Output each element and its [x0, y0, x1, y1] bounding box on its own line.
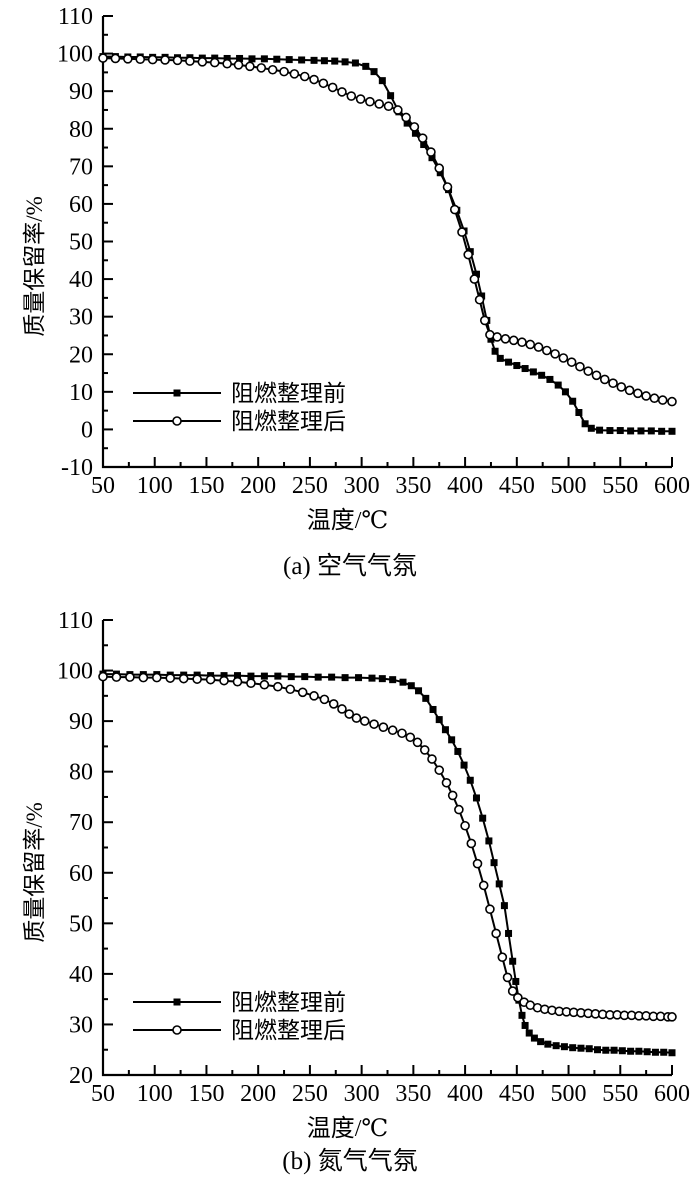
x-tick-label: 200 — [240, 473, 276, 499]
x-tick-label: 450 — [499, 1081, 535, 1107]
y-tick-label: 100 — [57, 659, 93, 685]
chart-nitrogen-atmosphere: 50 100 150 200 250 300 350 400 450 500 550 600 20 30 4… — [22, 608, 690, 1142]
y-tick-label: 40 — [69, 962, 93, 988]
x-axis-title: 温度/℃ — [307, 1115, 389, 1142]
y-axis: 20 30 40 50 60 70 80 90 100 110 — [57, 608, 113, 1089]
y-tick-label: 70 — [69, 154, 93, 180]
series-markers-after-finishing — [98, 53, 677, 407]
x-axis: 50 100 150 200 250 300 350 400 450 500 550 600 — [91, 1065, 690, 1107]
y-axis: -10 0 10 20 30 40 50 60 70 80 90 100 110 — [57, 4, 113, 481]
x-tick-label: 250 — [292, 473, 328, 499]
axes-spines — [101, 620, 672, 1077]
x-tick-label: 500 — [551, 473, 587, 499]
y-tick-label: 110 — [58, 608, 93, 634]
y-axis-title: 质量保留率/% — [22, 802, 47, 943]
x-tick-label: 350 — [395, 473, 431, 499]
chart-air-caption: (a) 空气气氛 — [283, 553, 417, 580]
x-tick-label: 100 — [137, 1081, 173, 1107]
x-tick-label: 500 — [551, 1081, 587, 1107]
y-tick-label: 80 — [69, 760, 93, 786]
y-tick-label: 110 — [58, 4, 93, 30]
x-tick-label: 100 — [137, 473, 173, 499]
x-tick-label: 350 — [395, 1081, 431, 1107]
y-tick-label: 80 — [69, 117, 93, 143]
legend-label: 阻燃整理后 — [231, 1018, 346, 1043]
y-tick-label: 50 — [69, 230, 93, 256]
x-tick-label: 200 — [240, 1081, 276, 1107]
y-tick-label: 60 — [69, 861, 93, 887]
x-tick-label: 150 — [188, 1081, 224, 1107]
y-tick-label: 10 — [69, 380, 93, 406]
x-tick-label: 50 — [91, 473, 115, 499]
x-tick-label: 450 — [499, 473, 535, 499]
x-tick-label: 600 — [654, 473, 690, 499]
y-axis-title: 质量保留率/% — [22, 196, 47, 337]
x-tick-label: 300 — [344, 473, 380, 499]
legend-label: 阻燃整理前 — [231, 381, 346, 406]
x-tick-label: 50 — [91, 1081, 115, 1107]
y-tick-label: 70 — [69, 810, 93, 836]
y-tick-label: 20 — [69, 1063, 93, 1089]
chart-air-atmosphere: 50 100 150 200 250 300 350 400 450 500 550 600 -10 0 1… — [22, 4, 690, 534]
series-line-before-finishing — [103, 673, 673, 1054]
legend-label: 阻燃整理后 — [231, 409, 346, 434]
y-tick-label: 100 — [57, 42, 93, 68]
axes-spines — [101, 16, 672, 469]
y-tick-label: 30 — [69, 1012, 93, 1038]
y-tick-label: -10 — [61, 455, 93, 481]
x-tick-label: 150 — [188, 473, 224, 499]
x-tick-label: 250 — [292, 1081, 328, 1107]
y-tick-label: 20 — [69, 342, 93, 368]
x-axis-title: 温度/℃ — [307, 507, 389, 534]
x-tick-label: 300 — [344, 1081, 380, 1107]
x-tick-label: 400 — [447, 473, 483, 499]
y-tick-label: 30 — [69, 305, 93, 331]
y-tick-label: 50 — [69, 911, 93, 937]
x-tick-label: 600 — [654, 1081, 690, 1107]
y-tick-label: 60 — [69, 192, 93, 218]
legend-label: 阻燃整理前 — [231, 990, 346, 1015]
x-axis: 50 100 150 200 250 300 350 400 450 500 550 600 — [91, 457, 690, 499]
x-tick-label: 400 — [447, 1081, 483, 1107]
x-tick-label: 550 — [602, 1081, 638, 1107]
y-tick-label: 0 — [81, 417, 93, 443]
chart-nitrogen-caption: (b) 氮气气氛 — [282, 1148, 418, 1175]
series-markers-after-finishing — [98, 671, 677, 1022]
y-tick-label: 40 — [69, 267, 93, 293]
y-tick-label: 90 — [69, 709, 93, 735]
x-tick-label: 550 — [602, 473, 638, 499]
y-tick-label: 90 — [69, 79, 93, 105]
